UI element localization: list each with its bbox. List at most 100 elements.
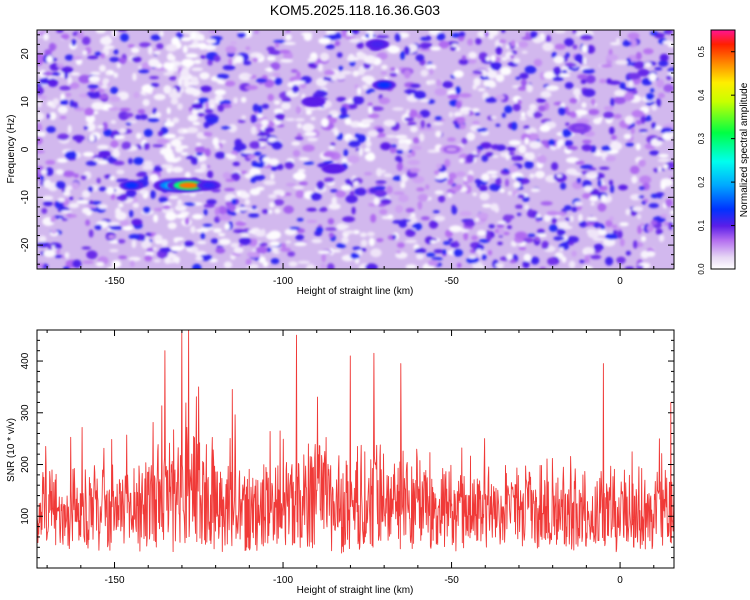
- heatmap-cell: [156, 138, 170, 145]
- heatmap-cell: [64, 150, 77, 160]
- heatmap-cell: [364, 153, 376, 162]
- heatmap-cell: [64, 54, 74, 61]
- heatmap-cell: [146, 247, 155, 253]
- heatmap-cell: [374, 189, 388, 198]
- heatmap-cell: [455, 184, 463, 190]
- heatmap-cell: [581, 102, 587, 108]
- heatmap-cell: [177, 136, 185, 140]
- heatmap-cell: [209, 258, 218, 263]
- heatmap-feature: [178, 182, 199, 189]
- heatmap-cell: [143, 175, 149, 182]
- heatmap-cell: [219, 214, 232, 221]
- heatmap-cell: [311, 238, 323, 244]
- heatmap-cell: [668, 221, 674, 231]
- heatmap-cell: [156, 43, 164, 50]
- heatmap-cell: [268, 194, 277, 199]
- heatmap-cell: [159, 247, 172, 253]
- heatmap-cell: [486, 70, 498, 79]
- heatmap-cell: [249, 188, 261, 196]
- heatmap-cell: [376, 238, 384, 243]
- heatmap-cell: [354, 84, 359, 89]
- heatmap-cell: [56, 158, 68, 163]
- heatmap-cell: [465, 154, 475, 163]
- heatmap-cell: [50, 216, 56, 223]
- heatmap-cell: [508, 151, 515, 156]
- heatmap-cell: [587, 229, 600, 239]
- heatmap-cell: [389, 146, 397, 154]
- x-tick-label: -150: [105, 276, 125, 287]
- heatmap-cell: [141, 84, 154, 93]
- heatmap-cell: [619, 82, 626, 90]
- heatmap-cell: [454, 240, 459, 248]
- heatmap-cell: [430, 240, 437, 244]
- heatmap-cell: [337, 114, 350, 119]
- heatmap-cell: [665, 30, 673, 35]
- heatmap-cell: [160, 239, 168, 247]
- heatmap-cell: [442, 81, 454, 89]
- heatmap-cell: [64, 252, 70, 259]
- heatmap-cell: [207, 170, 214, 179]
- heatmap-cell: [218, 205, 228, 215]
- heatmap-cell: [330, 249, 342, 253]
- heatmap-cell: [135, 114, 141, 120]
- heatmap-cell: [303, 32, 312, 41]
- heatmap-cell: [625, 208, 631, 216]
- heatmap-cell: [459, 93, 472, 98]
- heatmap-cell: [438, 40, 450, 49]
- heatmap-cell: [427, 260, 439, 267]
- heatmap-cell: [166, 107, 171, 115]
- colorbar-tick-label: 0.0: [697, 263, 706, 275]
- heatmap-cell: [663, 164, 669, 169]
- heatmap-cell: [320, 263, 326, 269]
- heatmap-cell: [222, 172, 231, 179]
- heatmap-cell: [654, 67, 663, 71]
- heatmap-cell: [72, 101, 78, 108]
- heatmap-cell: [497, 241, 503, 246]
- heatmap-cell: [524, 65, 537, 74]
- heatmap-cell: [47, 78, 59, 87]
- heatmap-cell: [415, 54, 425, 62]
- heatmap-cell: [539, 124, 551, 132]
- heatmap-cell: [85, 219, 90, 226]
- heatmap-cell: [199, 254, 213, 261]
- heatmap-cell: [290, 69, 298, 73]
- heatmap-cell: [450, 46, 457, 51]
- heatmap-cell: [46, 55, 53, 63]
- heatmap-cell: [95, 261, 105, 267]
- heatmap-cell: [472, 70, 483, 75]
- heatmap-cell: [458, 58, 469, 65]
- heatmap-cell: [434, 116, 443, 121]
- heatmap-cell: [380, 142, 392, 151]
- heatmap-cell: [473, 77, 481, 87]
- heatmap-cell: [195, 142, 202, 146]
- heatmap-cell: [628, 72, 641, 80]
- heatmap-cell: [475, 217, 480, 223]
- heatmap-cell: [127, 44, 135, 48]
- heatmap-cell: [529, 103, 537, 111]
- heatmap-cell: [611, 134, 617, 141]
- heatmap-cell: [88, 134, 95, 142]
- heatmap-cell: [495, 94, 505, 101]
- heatmap-cell: [142, 165, 155, 170]
- heatmap-cell: [218, 233, 226, 237]
- heatmap-cell: [82, 50, 88, 56]
- heatmap-cell: [553, 66, 562, 76]
- heatmap-cell: [225, 178, 236, 182]
- heatmap-cell: [400, 174, 409, 183]
- heatmap-cell: [87, 55, 99, 60]
- heatmap-cell: [370, 213, 377, 223]
- heatmap-cell: [536, 233, 547, 238]
- heatmap-cell: [341, 157, 348, 163]
- heatmap-cell: [348, 53, 355, 61]
- heatmap-cell: [231, 172, 241, 182]
- heatmap-cell: [158, 196, 169, 203]
- heatmap-cell: [243, 60, 252, 66]
- heatmap-cell: [249, 167, 261, 177]
- heatmap-cell: [637, 214, 642, 220]
- heatmap-cell: [139, 42, 151, 48]
- heatmap-cell: [655, 228, 663, 235]
- heatmap-cell: [395, 155, 402, 162]
- heatmap-cell: [487, 33, 495, 40]
- heatmap-cell: [252, 103, 259, 113]
- heatmap-cell: [137, 109, 146, 115]
